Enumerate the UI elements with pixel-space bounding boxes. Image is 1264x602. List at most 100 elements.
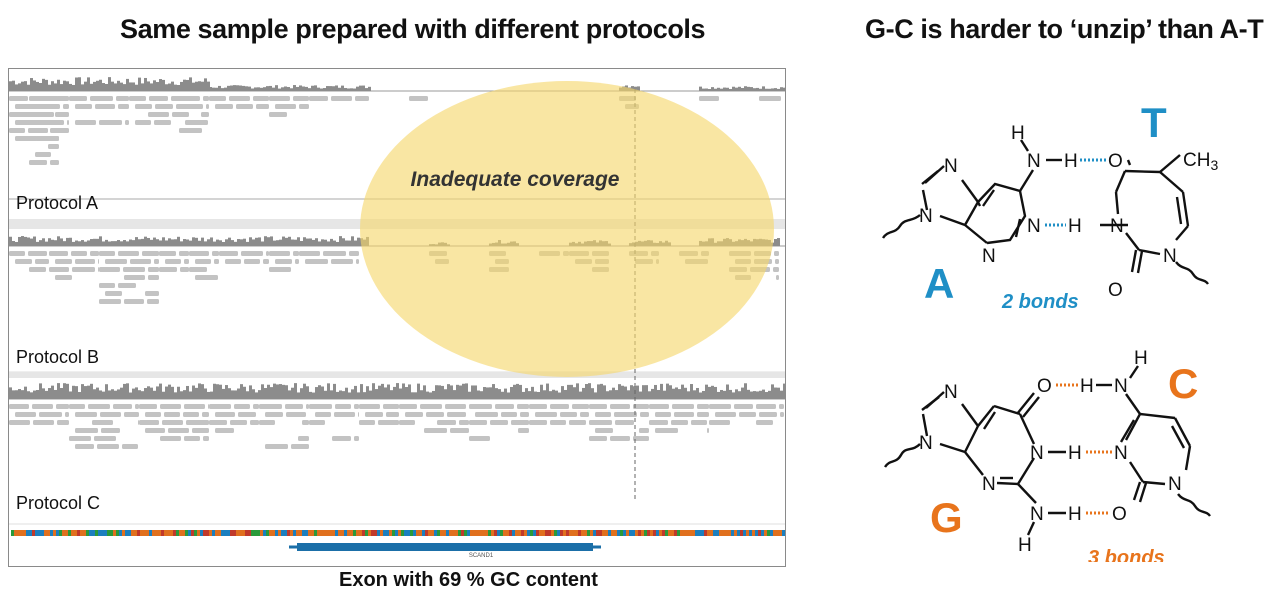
read [63, 104, 69, 109]
sequence-base [281, 530, 284, 536]
sequence-base [650, 530, 653, 536]
read [215, 428, 234, 433]
coverage-bar [393, 386, 396, 399]
bond [963, 201, 980, 226]
coverage-bar [129, 82, 132, 91]
bond [964, 224, 988, 244]
sequence-base [296, 530, 299, 536]
coverage-bar [294, 239, 297, 246]
sequence-base [110, 530, 113, 536]
coverage-bar [231, 390, 234, 399]
coverage-bar [24, 81, 27, 91]
read [335, 404, 351, 409]
atom-label: H [1134, 348, 1148, 369]
coverage-bar [201, 384, 204, 399]
coverage-bar [387, 384, 390, 399]
coverage-bar [282, 384, 285, 399]
coverage-bar [753, 391, 756, 399]
coverage-bar [315, 387, 318, 399]
coverage-bar [174, 84, 177, 91]
sequence-base [776, 530, 779, 536]
coverage-bar [756, 391, 759, 399]
sequence-base [191, 530, 194, 536]
read [75, 444, 94, 449]
read [779, 404, 784, 409]
sequence-base [71, 530, 74, 536]
track-label-protocol-a: Protocol A [16, 193, 98, 213]
coverage-bar [237, 239, 240, 246]
sequence-base [752, 530, 755, 536]
coverage-bar [444, 389, 447, 399]
coverage-bar [534, 391, 537, 399]
coverage-bar [258, 390, 261, 399]
sequence-base [755, 530, 758, 536]
read [179, 96, 200, 101]
sequence-base [137, 530, 140, 536]
coverage-bar [129, 239, 132, 246]
bond [1016, 457, 1036, 485]
read [202, 412, 209, 417]
sequence-base [590, 530, 593, 536]
coverage-bar [198, 81, 201, 91]
coverage-bar [681, 384, 684, 399]
read [135, 120, 151, 125]
sequence-base [356, 530, 359, 536]
coverage-bar [477, 390, 480, 399]
coverage-bar [342, 238, 345, 246]
read [560, 412, 577, 417]
read [124, 275, 145, 280]
atom-label: N [1114, 376, 1128, 397]
sequence-base [248, 530, 251, 536]
read [145, 428, 165, 433]
coverage-bar [51, 81, 54, 91]
sequence-base [440, 530, 443, 536]
bond [1173, 417, 1192, 447]
coverage-bar [57, 236, 60, 246]
coverage-bar [711, 87, 714, 91]
sequence-base [374, 530, 377, 536]
read [501, 412, 517, 417]
coverage-bar [30, 78, 33, 91]
coverage-bar [708, 88, 711, 91]
coverage-bar [492, 384, 495, 399]
bond [1018, 413, 1036, 445]
bond [1124, 413, 1142, 441]
read [445, 404, 466, 409]
sequence-base [386, 530, 389, 536]
coverage-bar [693, 390, 696, 399]
bond [964, 451, 984, 476]
read [35, 259, 49, 264]
sugar-link-squiggle [1177, 493, 1211, 517]
exon-caption: Exon with 69 % GC content [339, 569, 598, 591]
read [315, 412, 331, 417]
coverage-bar [702, 88, 705, 91]
read [469, 420, 487, 425]
coverage-bar [312, 392, 315, 399]
sequence-base [668, 530, 671, 536]
read [69, 96, 87, 101]
sequence-base [587, 530, 590, 536]
sequence-base [41, 530, 44, 536]
coverage-bar [249, 385, 252, 399]
coverage-bar [302, 86, 305, 91]
sequence-base [437, 530, 440, 536]
sequence-base [119, 530, 122, 536]
coverage-bar [99, 390, 102, 399]
coverage-bar [51, 239, 54, 246]
sequence-base [392, 530, 395, 536]
coverage-bar [717, 87, 720, 91]
read [386, 412, 399, 417]
coverage-bar [774, 239, 777, 246]
read [209, 420, 227, 425]
coverage-bar [204, 78, 207, 91]
sequence-base [506, 530, 509, 536]
coverage-bar [519, 384, 522, 399]
coverage-bar [215, 87, 218, 91]
sequence-base [167, 530, 170, 536]
sequence-base [446, 530, 449, 536]
coverage-bar [326, 86, 329, 91]
coverage-bar [51, 385, 54, 399]
read [99, 251, 115, 256]
coverage-bar [221, 88, 224, 91]
coverage-bar [564, 389, 567, 399]
